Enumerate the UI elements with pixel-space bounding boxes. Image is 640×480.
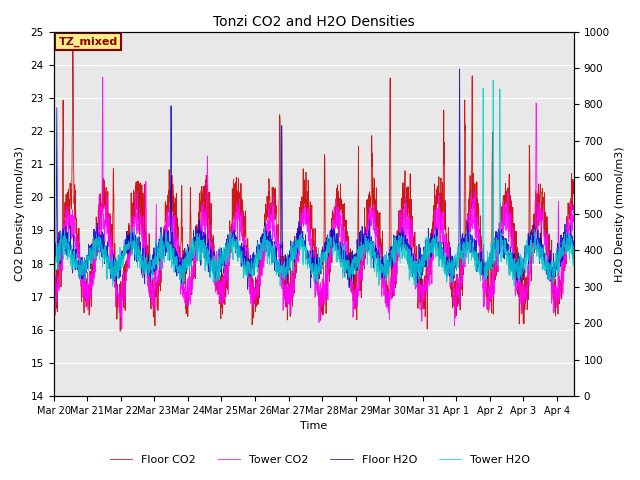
Line: Tower CO2: Tower CO2 xyxy=(54,77,573,329)
Line: Floor CO2: Floor CO2 xyxy=(54,48,573,331)
Legend: Floor CO2, Tower CO2, Floor H2O, Tower H2O: Floor CO2, Tower CO2, Floor H2O, Tower H… xyxy=(105,451,535,469)
X-axis label: Time: Time xyxy=(300,421,327,432)
Line: Floor H2O: Floor H2O xyxy=(54,69,573,289)
Y-axis label: H2O Density (mmol/m3): H2O Density (mmol/m3) xyxy=(615,146,625,282)
Text: TZ_mixed: TZ_mixed xyxy=(59,36,118,47)
Line: Tower H2O: Tower H2O xyxy=(54,80,573,287)
Y-axis label: CO2 Density (mmol/m3): CO2 Density (mmol/m3) xyxy=(15,146,25,281)
Title: Tonzi CO2 and H2O Densities: Tonzi CO2 and H2O Densities xyxy=(212,15,415,29)
